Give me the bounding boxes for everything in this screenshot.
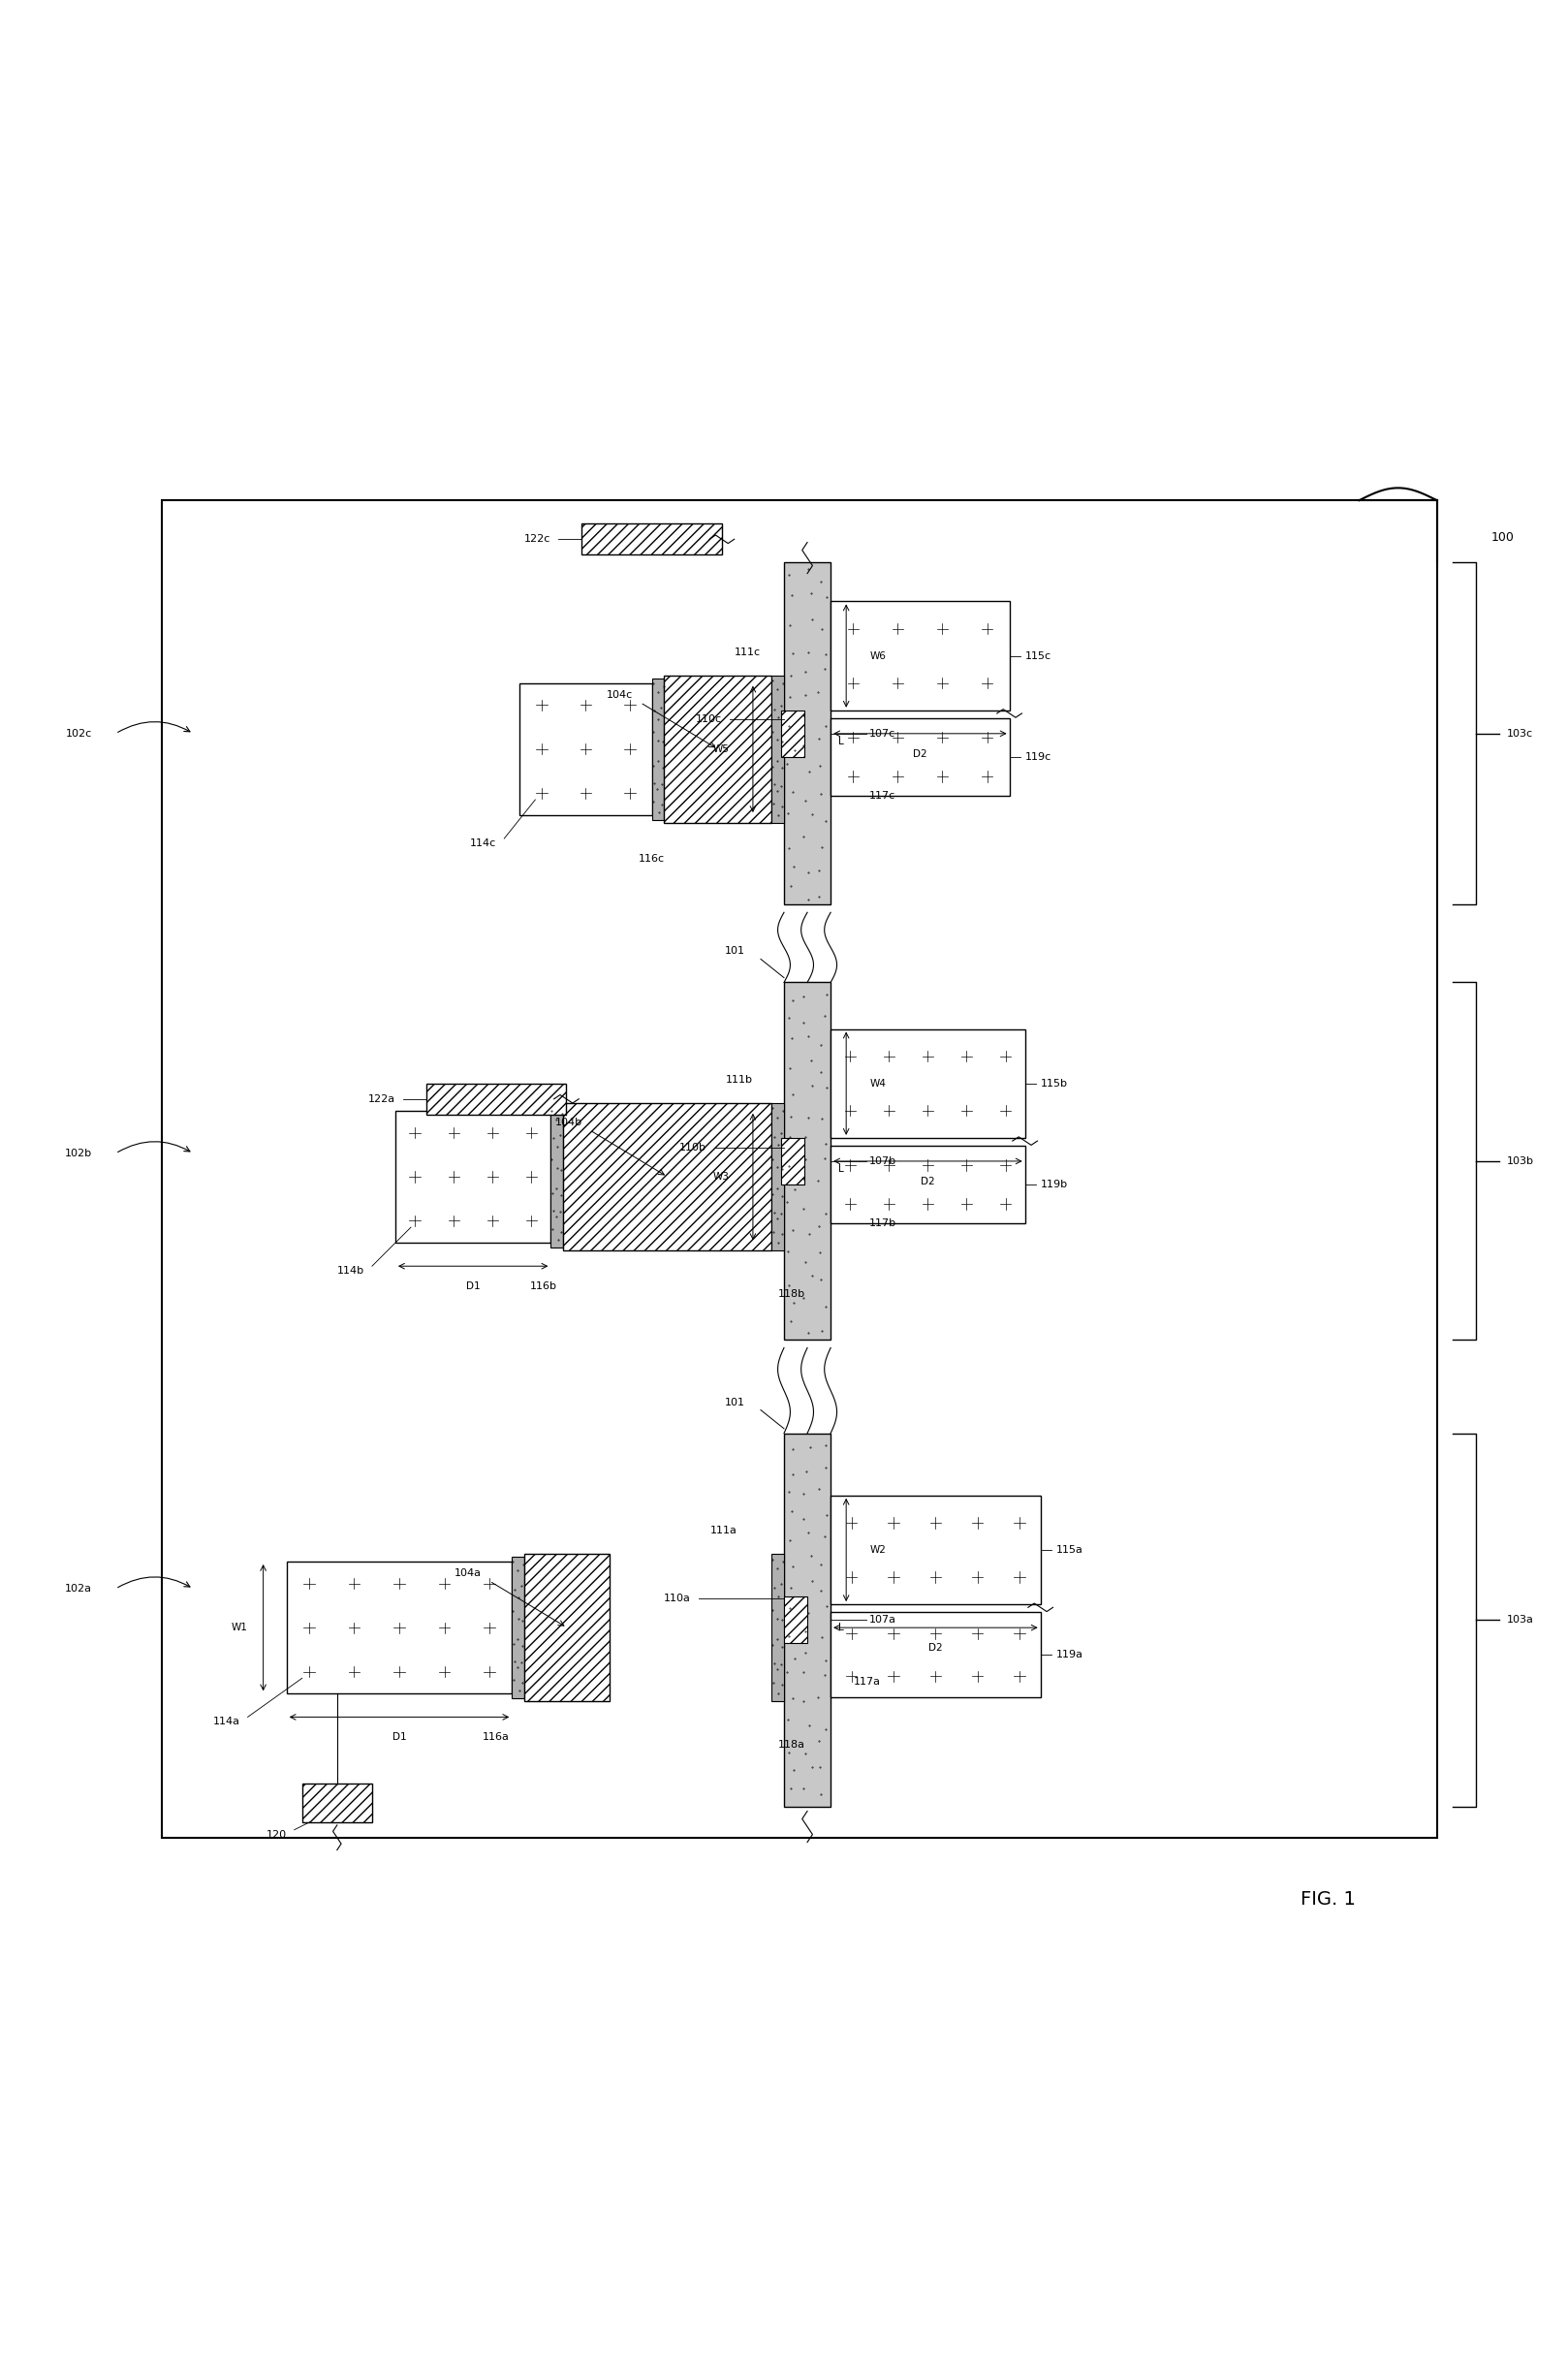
Bar [519,682,652,815]
Text: W2: W2 [870,1545,886,1554]
Bar [784,1597,808,1644]
Text: 102b: 102b [64,1149,93,1158]
Bar [665,675,771,822]
Text: 104b: 104b [555,1118,582,1128]
Text: 110b: 110b [679,1142,706,1151]
Bar [784,1433,831,1808]
Text: 102c: 102c [66,730,93,739]
Bar [303,1784,372,1822]
Text: W5: W5 [713,744,729,753]
Bar [771,675,784,822]
Text: 122a: 122a [368,1094,395,1104]
Bar [831,718,1010,796]
Text: 115b: 115b [1041,1078,1068,1087]
Text: 101: 101 [724,1398,745,1407]
Bar [784,561,831,905]
Bar [582,524,721,554]
Text: 114a: 114a [213,1718,240,1727]
Text: 110a: 110a [663,1594,691,1604]
Bar [831,602,1010,711]
Text: 120: 120 [267,1829,287,1838]
Text: 114c: 114c [470,839,497,848]
Bar [287,1561,513,1694]
Text: 110c: 110c [696,715,721,725]
Text: 100: 100 [1491,531,1515,545]
Text: 117b: 117b [870,1218,897,1227]
Bar [426,1083,566,1113]
Text: 116a: 116a [483,1732,510,1741]
Text: FIG. 1: FIG. 1 [1300,1890,1356,1909]
Text: 104c: 104c [605,689,632,699]
Text: W6: W6 [870,651,886,661]
Bar [652,678,665,820]
Text: 101: 101 [724,948,745,957]
Bar [831,1611,1041,1699]
Text: 103b: 103b [1507,1156,1534,1166]
Text: D2: D2 [913,749,927,758]
Text: 114b: 114b [337,1265,364,1277]
Text: L: L [839,737,844,746]
Text: 111b: 111b [726,1076,753,1085]
Bar [513,1556,524,1699]
Text: 118a: 118a [778,1741,806,1751]
Text: 119a: 119a [1055,1649,1083,1661]
Text: 115c: 115c [1025,651,1051,661]
Text: D2: D2 [928,1644,942,1654]
Bar [771,1104,784,1251]
Bar [781,1137,804,1184]
Text: D1: D1 [466,1282,480,1291]
Bar [162,500,1436,1838]
Text: 116c: 116c [638,855,665,865]
Bar [550,1106,563,1248]
Text: 111a: 111a [710,1526,737,1535]
Bar [781,711,804,758]
Text: W3: W3 [713,1173,729,1182]
Text: 119c: 119c [1025,751,1052,763]
Bar [395,1111,550,1244]
Text: 103c: 103c [1507,730,1534,739]
Bar [784,983,831,1341]
Bar [524,1554,610,1701]
Bar [831,1495,1041,1604]
Bar [563,1104,771,1251]
Text: 119b: 119b [1041,1180,1068,1189]
Bar [831,1028,1025,1137]
Text: 104a: 104a [455,1568,481,1578]
Bar [771,1554,784,1701]
Text: 117c: 117c [870,791,895,801]
Text: 107a: 107a [870,1616,897,1625]
Text: W1: W1 [232,1623,248,1632]
Text: 107b: 107b [870,1156,897,1166]
Text: 103a: 103a [1507,1616,1534,1625]
Text: L: L [839,1623,844,1632]
Text: 111c: 111c [734,647,760,656]
Text: L: L [839,1163,844,1173]
Text: W4: W4 [870,1078,886,1087]
Text: D1: D1 [392,1732,406,1741]
Text: 117a: 117a [855,1677,881,1687]
Text: 116b: 116b [530,1282,557,1291]
Text: 122c: 122c [524,535,550,545]
Text: 118b: 118b [778,1289,806,1298]
Text: 115a: 115a [1055,1545,1083,1554]
Text: 102a: 102a [66,1585,93,1594]
Text: 107c: 107c [870,730,895,739]
Bar [831,1147,1025,1222]
Text: D2: D2 [920,1177,935,1187]
